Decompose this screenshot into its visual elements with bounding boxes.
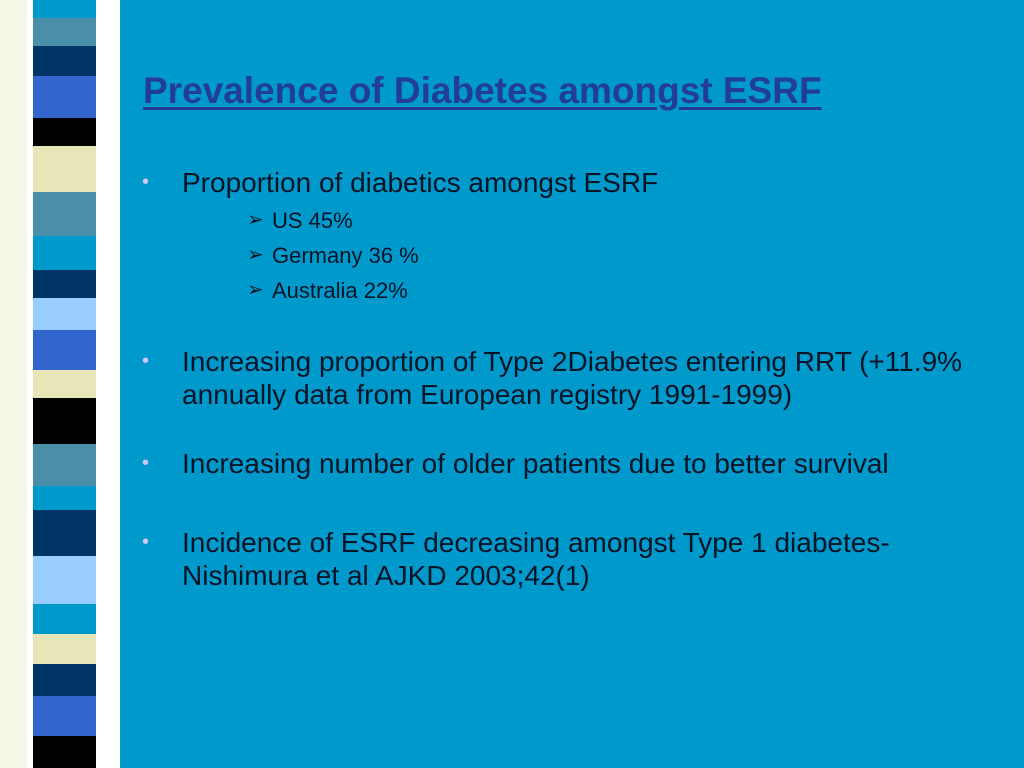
stripe-border-right [96, 0, 120, 768]
sub-item: ➢ Australia 22% [247, 273, 1002, 308]
bullet-item: • Increasing proportion of Type 2Diabete… [142, 345, 1002, 411]
bullet-dot-icon: • [142, 350, 150, 372]
stripe-block [33, 736, 96, 768]
stripe-block [33, 510, 96, 556]
sub-item-text: Germany 36 % [272, 243, 419, 268]
stripe-block [33, 0, 96, 18]
stripe-block [33, 270, 96, 298]
sub-list: ➢ US 45% ➢ Germany 36 % ➢ Australia 22% [142, 203, 1002, 308]
bullet-item: • Proportion of diabetics amongst ESRF [142, 166, 1002, 199]
arrow-bullet-icon: ➢ [247, 279, 264, 301]
bullet-text: Increasing number of older patients due … [182, 448, 889, 479]
stripe-block [33, 236, 96, 270]
sub-item-text: Australia 22% [272, 278, 408, 303]
stripe-block [33, 298, 96, 330]
bullet-item: • Incidence of ESRF decreasing amongst T… [142, 526, 1002, 592]
stripe-block [33, 146, 96, 192]
stripe-block [33, 556, 96, 604]
sub-item-text: US 45% [272, 208, 353, 233]
stripe-border-left [27, 0, 33, 768]
stripe-block [33, 118, 96, 146]
stripe-block [33, 46, 96, 76]
arrow-bullet-icon: ➢ [247, 209, 264, 231]
slide-title: Prevalence of Diabetes amongst ESRF [143, 70, 822, 111]
stripe-block [33, 76, 96, 118]
stripe-block [33, 664, 96, 696]
slide-content: • Proportion of diabetics amongst ESRF ➢… [142, 166, 1002, 592]
sub-item: ➢ Germany 36 % [247, 238, 1002, 273]
decorative-stripe [33, 0, 96, 768]
bullet-item: • Increasing number of older patients du… [142, 447, 1002, 480]
stripe-block [33, 398, 96, 444]
bullet-text: Incidence of ESRF decreasing amongst Typ… [182, 527, 890, 591]
stripe-block [33, 330, 96, 370]
slide-background [120, 0, 1024, 768]
stripe-block [33, 192, 96, 236]
bullet-text: Increasing proportion of Type 2Diabetes … [182, 346, 963, 410]
sub-item: ➢ US 45% [247, 203, 1002, 238]
stripe-block [33, 444, 96, 486]
bullet-dot-icon: • [142, 171, 150, 193]
stripe-block [33, 370, 96, 398]
stripe-block [33, 486, 96, 510]
bullet-text: Proportion of diabetics amongst ESRF [182, 167, 659, 198]
stripe-block [33, 634, 96, 664]
arrow-bullet-icon: ➢ [247, 244, 264, 266]
stripe-block [33, 696, 96, 736]
stripe-block [33, 604, 96, 634]
bullet-dot-icon: • [142, 452, 150, 474]
bullet-dot-icon: • [142, 531, 150, 553]
stripe-block [33, 18, 96, 46]
